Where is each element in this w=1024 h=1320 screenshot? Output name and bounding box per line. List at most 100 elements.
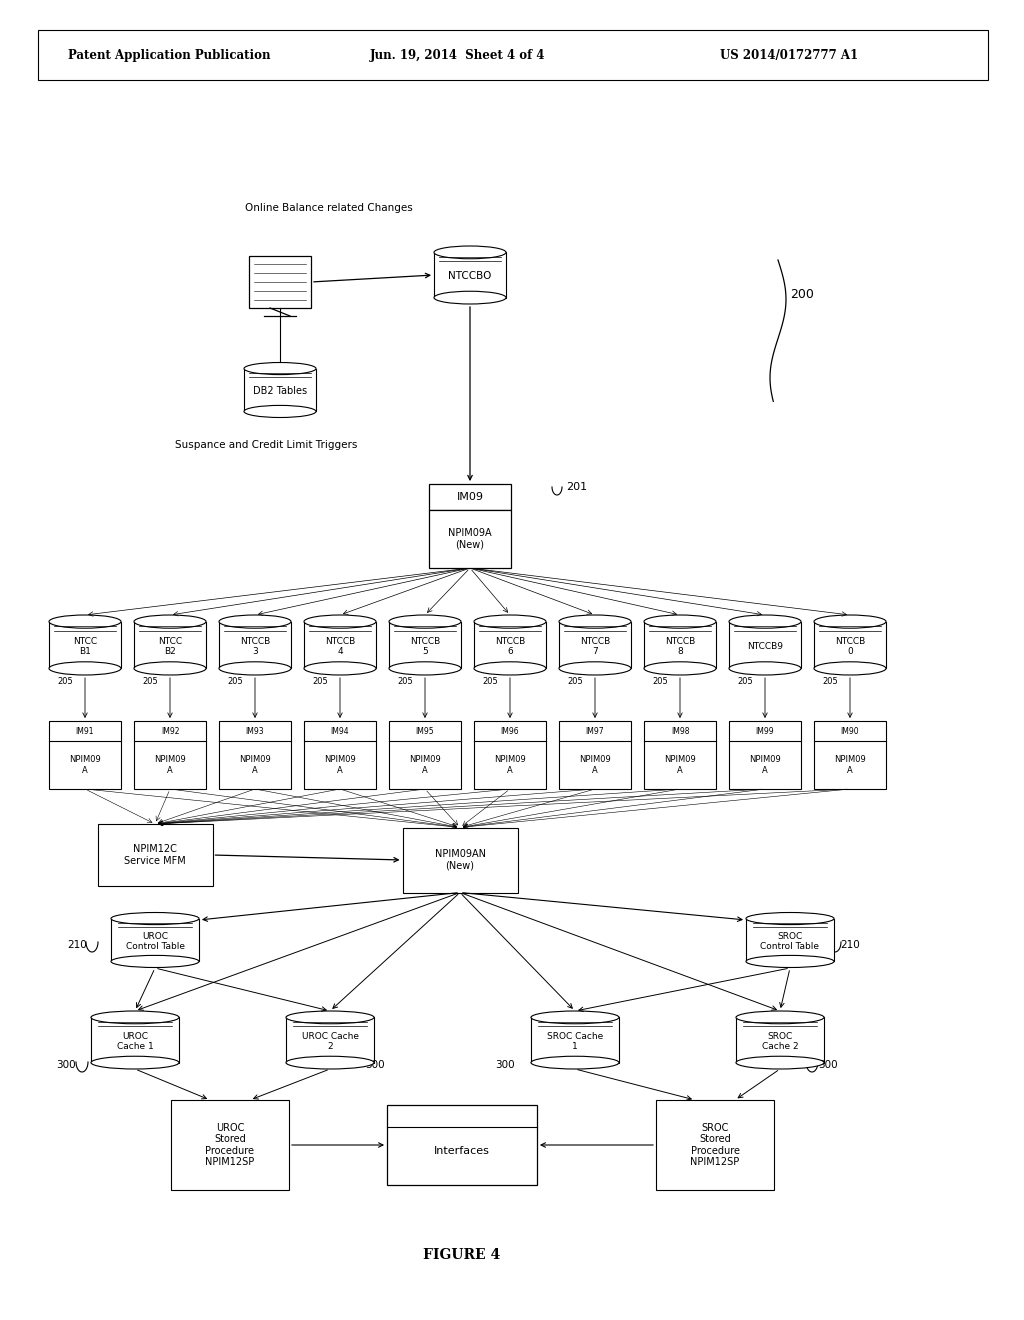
Text: UROC Cache
2: UROC Cache 2	[301, 1031, 358, 1051]
Bar	[49, 721, 121, 789]
Text: Jun. 19, 2014  Sheet 4 of 4: Jun. 19, 2014 Sheet 4 of 4	[370, 49, 546, 62]
Text: IM98: IM98	[671, 727, 689, 735]
Ellipse shape	[736, 1056, 824, 1069]
Text: NTCC
B2: NTCC B2	[158, 636, 182, 656]
Text: 205: 205	[227, 677, 243, 686]
Text: IM09: IM09	[457, 492, 483, 502]
Text: IM90: IM90	[841, 727, 859, 735]
Text: NTCCB
4: NTCCB 4	[325, 636, 355, 656]
Ellipse shape	[531, 1056, 618, 1069]
Text: 300: 300	[495, 1060, 515, 1071]
Ellipse shape	[729, 615, 801, 628]
Text: NPIM09
A: NPIM09 A	[495, 755, 526, 775]
Bar	[746, 919, 834, 961]
Bar	[656, 1100, 774, 1191]
Ellipse shape	[219, 661, 291, 675]
Text: NPIM09
A: NPIM09 A	[665, 755, 696, 775]
Ellipse shape	[111, 956, 199, 968]
Text: NPIM09
A: NPIM09 A	[155, 755, 186, 775]
Ellipse shape	[286, 1011, 374, 1024]
Text: DB2 Tables: DB2 Tables	[253, 387, 307, 396]
Text: 205: 205	[312, 677, 328, 686]
Text: FIGURE 4: FIGURE 4	[423, 1247, 501, 1262]
Bar	[49, 622, 121, 668]
Text: NTCCB
6: NTCCB 6	[495, 636, 525, 656]
Bar	[97, 824, 213, 886]
Text: 200: 200	[790, 289, 814, 301]
Text: NPIM09
A: NPIM09 A	[240, 755, 271, 775]
Bar	[474, 622, 546, 668]
Text: IM99: IM99	[756, 727, 774, 735]
Text: SROC Cache
1: SROC Cache 1	[547, 1031, 603, 1051]
Text: 205: 205	[397, 677, 413, 686]
Text: SROC
Control Table: SROC Control Table	[761, 932, 819, 950]
Ellipse shape	[434, 292, 506, 304]
Bar	[304, 721, 376, 789]
Text: NPIM09
A: NPIM09 A	[580, 755, 611, 775]
Bar	[111, 919, 199, 961]
Text: UROC
Stored
Procedure
NPIM12SP: UROC Stored Procedure NPIM12SP	[206, 1122, 255, 1167]
Bar	[171, 1100, 289, 1191]
Text: 205: 205	[57, 677, 73, 686]
Bar	[38, 30, 988, 81]
Text: 300: 300	[365, 1060, 385, 1071]
Text: IM93: IM93	[246, 727, 264, 735]
Ellipse shape	[49, 615, 121, 628]
Text: 205: 205	[737, 677, 753, 686]
Text: IM94: IM94	[331, 727, 349, 735]
Ellipse shape	[559, 661, 631, 675]
Text: 205: 205	[142, 677, 158, 686]
Bar	[387, 1105, 537, 1185]
Bar	[249, 256, 311, 308]
Ellipse shape	[91, 1011, 179, 1024]
Text: 210: 210	[67, 940, 87, 950]
Ellipse shape	[644, 661, 716, 675]
Bar	[389, 721, 461, 789]
Ellipse shape	[736, 1011, 824, 1024]
Bar	[219, 622, 291, 668]
Bar	[244, 368, 316, 412]
Text: Patent Application Publication: Patent Application Publication	[68, 49, 270, 62]
Ellipse shape	[434, 246, 506, 259]
Text: NTCCB9: NTCCB9	[746, 642, 783, 651]
Text: 205: 205	[652, 677, 668, 686]
Bar	[434, 252, 506, 297]
Bar	[91, 1018, 179, 1063]
Text: NPIM09
A: NPIM09 A	[70, 755, 101, 775]
Bar	[429, 484, 511, 510]
Text: NPIM09
A: NPIM09 A	[835, 755, 866, 775]
Ellipse shape	[814, 615, 886, 628]
Text: IM92: IM92	[161, 727, 179, 735]
Ellipse shape	[644, 615, 716, 628]
Bar	[559, 721, 631, 789]
Text: NTCCB
5: NTCCB 5	[410, 636, 440, 656]
Ellipse shape	[729, 661, 801, 675]
Text: NPIM09A
(New): NPIM09A (New)	[449, 528, 492, 550]
Ellipse shape	[244, 405, 316, 417]
Bar	[402, 828, 517, 892]
Ellipse shape	[474, 661, 546, 675]
Text: NPIM09
A: NPIM09 A	[750, 755, 781, 775]
Text: UROC
Control Table: UROC Control Table	[126, 932, 184, 950]
Ellipse shape	[389, 615, 461, 628]
Bar	[644, 622, 716, 668]
Text: SROC
Cache 2: SROC Cache 2	[762, 1031, 799, 1051]
Text: NTCCB
8: NTCCB 8	[665, 636, 695, 656]
Text: IM96: IM96	[501, 727, 519, 735]
Text: NPIM12C
Service MFM: NPIM12C Service MFM	[124, 845, 186, 866]
Ellipse shape	[474, 615, 546, 628]
Text: 205: 205	[482, 677, 498, 686]
Ellipse shape	[219, 615, 291, 628]
Text: UROC
Cache 1: UROC Cache 1	[117, 1031, 154, 1051]
Bar	[644, 721, 716, 789]
Text: 201: 201	[566, 482, 587, 492]
Bar	[736, 1018, 824, 1063]
Text: 300: 300	[818, 1060, 838, 1071]
Text: SROC
Stored
Procedure
NPIM12SP: SROC Stored Procedure NPIM12SP	[690, 1122, 739, 1167]
Bar	[729, 721, 801, 789]
Ellipse shape	[91, 1056, 179, 1069]
Text: IM91: IM91	[76, 727, 94, 735]
Ellipse shape	[286, 1056, 374, 1069]
Bar	[134, 622, 206, 668]
Text: NPIM09
A: NPIM09 A	[325, 755, 356, 775]
